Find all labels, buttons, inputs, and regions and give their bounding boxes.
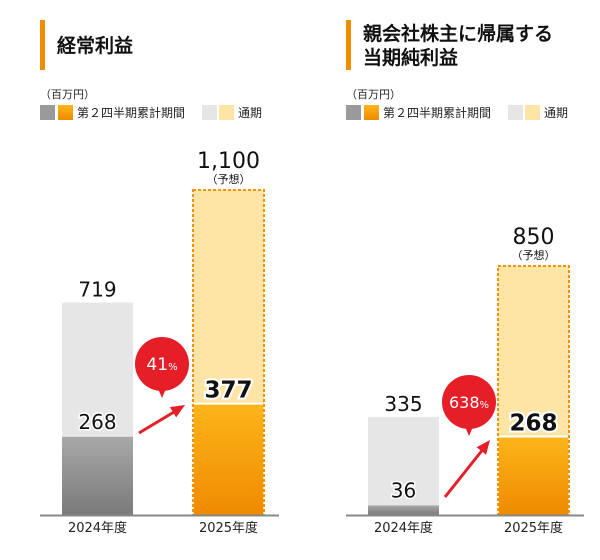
legend-label-full-year: 通期 — [238, 106, 262, 120]
legend-label-full-year: 通期 — [544, 106, 568, 120]
legend-swatch-lightorange — [219, 105, 234, 120]
unit-label: （百万円） — [346, 88, 401, 101]
bar-full-year-2024 — [368, 416, 439, 515]
unit-label: （百万円） — [40, 88, 95, 101]
category-label: 2024年度 — [68, 520, 127, 536]
value-label-full-year: 1,100 — [197, 149, 260, 174]
value-label-full-year: 719 — [78, 278, 116, 302]
growth-value: 638 — [449, 393, 480, 412]
bar-cumulative-2024 — [62, 436, 133, 515]
growth-badge — [442, 375, 496, 429]
value-label-cumulative: 268 — [509, 410, 557, 436]
growth-suffix: % — [168, 362, 178, 373]
chart-title: 経常利益 — [57, 34, 133, 57]
legend-swatch-gray — [346, 105, 361, 120]
growth-badge-text: 638% — [449, 393, 489, 412]
growth-badge-text: 41% — [146, 355, 177, 375]
legend-swatch-orange — [58, 105, 73, 120]
legend-swatch-gray — [40, 105, 55, 120]
growth-arrow-line — [443, 447, 486, 498]
bar-cumulative-2025 — [499, 436, 568, 515]
chart-title: 親会社株主に帰属する — [363, 22, 553, 45]
category-label: 2024年度 — [374, 520, 433, 536]
value-label-cumulative: 377 — [204, 378, 252, 404]
chart-title: 当期純利益 — [363, 46, 458, 69]
bar-cumulative-2025 — [194, 403, 263, 515]
value-label-cumulative: 268 — [78, 410, 116, 434]
growth-arrow-head — [169, 405, 185, 418]
growth-badge — [135, 337, 189, 391]
legend-swatch-lightgray — [508, 105, 523, 120]
growth-suffix: % — [480, 400, 490, 411]
title-accent-bar — [40, 20, 45, 70]
growth-arrow-line — [138, 407, 180, 435]
legend-label-cumulative: 第２四半期累計期間 — [383, 105, 491, 120]
legend-label-cumulative: 第２四半期累計期間 — [77, 105, 185, 120]
value-label-cumulative: 36 — [391, 478, 416, 502]
legend-swatch-orange — [364, 105, 379, 120]
value-label-full-year: 850 — [513, 225, 555, 250]
category-label: 2025年度 — [199, 520, 258, 536]
bar-cumulative-2024 — [368, 505, 439, 515]
legend-swatch-lightgray — [202, 105, 217, 120]
forecast-note: （予想） — [207, 172, 251, 186]
growth-arrow-head — [476, 440, 490, 455]
category-label: 2025年度 — [504, 520, 563, 536]
value-label-full-year: 335 — [384, 392, 422, 416]
legend-swatch-lightorange — [525, 105, 540, 120]
forecast-note: （予想） — [512, 248, 556, 262]
growth-value: 41 — [146, 355, 168, 375]
title-accent-bar — [346, 20, 351, 70]
